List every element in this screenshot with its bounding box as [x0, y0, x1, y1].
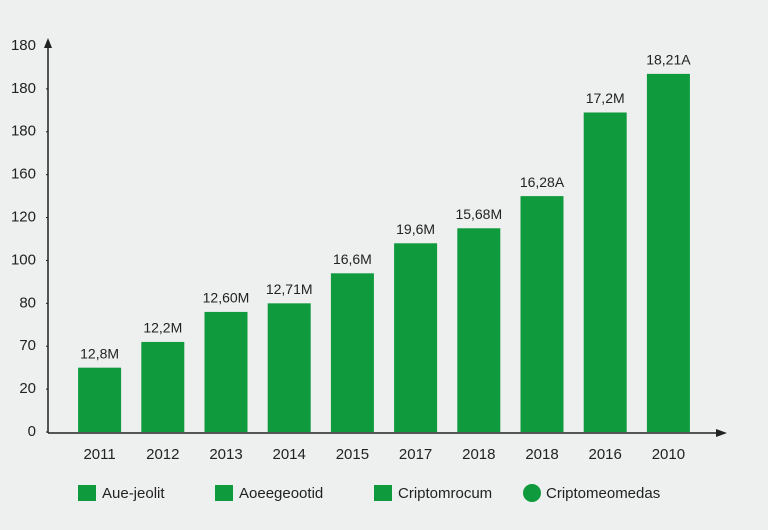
bar [78, 367, 122, 432]
y-tick-label: 180 [11, 80, 36, 97]
value-label: 18,21A [646, 52, 691, 68]
y-tick-label: 0 [28, 423, 36, 440]
y-tick-label: 100 [11, 251, 36, 268]
x-tick-label: 2017 [399, 446, 432, 463]
legend-marker [523, 484, 541, 502]
legend-marker [374, 485, 392, 501]
value-label: 19,6M [396, 221, 435, 237]
legend-label: Criptomeomedas [546, 485, 660, 502]
y-tick-label: 80 [19, 294, 36, 311]
legend-label: Criptomrocum [398, 485, 492, 502]
value-label: 12,71M [266, 281, 313, 297]
x-tick-label: 2018 [462, 446, 495, 463]
bar [394, 243, 438, 432]
value-label: 12,8M [80, 345, 119, 361]
bar [583, 112, 627, 432]
bar [330, 273, 374, 432]
bar [141, 341, 185, 432]
legend-label: Aoeegeootid [239, 485, 323, 502]
y-tick-label: 160 [11, 166, 36, 183]
value-label: 16,6M [333, 251, 372, 267]
value-label: 17,2M [586, 90, 625, 106]
value-label: 15,68M [455, 206, 502, 222]
bar [457, 228, 501, 432]
y-tick-label: 180 [11, 123, 36, 140]
y-tick-label: 70 [19, 337, 36, 354]
x-axis-arrow [716, 429, 727, 437]
x-tick-label: 2010 [652, 446, 685, 463]
x-tick-label: 2014 [273, 446, 306, 463]
y-tick-label: 180 [11, 37, 36, 54]
legend-label: Aue-jeolit [102, 485, 165, 502]
x-tick-label: 2015 [336, 446, 369, 463]
bar [267, 303, 311, 432]
bar [204, 311, 248, 432]
legend-marker [215, 485, 233, 501]
legend-marker [78, 485, 96, 501]
value-label: 16,28A [520, 174, 565, 190]
x-tick-label: 2018 [525, 446, 558, 463]
bar [520, 196, 564, 432]
y-tick-label: 120 [11, 209, 36, 226]
x-tick-label: 2016 [589, 446, 622, 463]
value-label: 12,60M [203, 290, 250, 306]
x-tick-label: 2011 [83, 446, 115, 463]
x-tick-label: 2013 [209, 446, 242, 463]
x-tick-label: 2012 [146, 446, 179, 463]
bar [646, 73, 690, 432]
y-tick-label: 20 [19, 380, 36, 397]
value-label: 12,2M [143, 320, 182, 336]
